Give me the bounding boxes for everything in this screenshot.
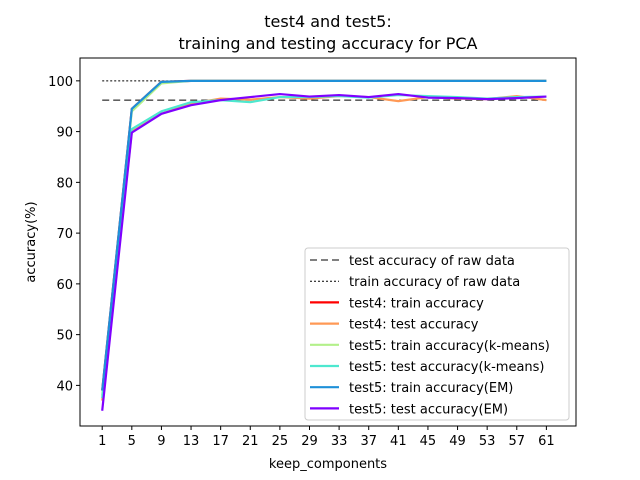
x-tick-label: 41 [390,434,407,449]
y-tick-label: 60 [56,278,73,293]
x-tick-label: 21 [242,434,259,449]
x-tick-label: 61 [538,434,555,449]
series-line-test5-train-accuracy-em [101,79,547,391]
chart-title-line-1: test4 and test5: [264,12,391,31]
chart-title-line-2: training and testing accuracy for PCA [179,34,478,53]
x-tick-label: 9 [157,434,165,449]
y-tick-label: 50 [56,329,73,344]
y-tick-label: 100 [48,75,73,90]
x-axis-label: keep_components [269,457,387,472]
x-tick-label: 57 [509,434,526,449]
y-axis-ticks: 40 50 60 70 80 90 100 [48,75,80,394]
legend-label-test5-train-accuracy-k-means: test5: train accuracy(k-means) [349,339,550,354]
x-tick-label: 33 [331,434,348,449]
legend-label-test5-train-accuracy-em: test5: train accuracy(EM) [349,381,513,396]
y-tick-label: 40 [56,379,73,394]
legend-label-test5-test-accuracy-em: test5: test accuracy(EM) [349,402,508,417]
x-tick-label: 45 [420,434,437,449]
x-tick-label: 49 [449,434,466,449]
y-tick-label: 90 [56,126,73,141]
x-tick-label: 53 [479,434,496,449]
y-tick-label: 70 [56,227,73,242]
y-axis-label: accuracy(%) [24,201,39,282]
x-tick-label: 13 [183,434,200,449]
legend-box [304,247,570,421]
legend-label-test-accuracy-of-raw-data: test accuracy of raw data [349,254,515,269]
series-lines [101,79,547,411]
x-tick-label: 25 [272,434,289,449]
legend-label-test4-test-accuracy: test4: test accuracy [349,318,479,333]
legend: test accuracy of raw data train accuracy … [304,247,570,421]
x-tick-label: 17 [212,434,229,449]
x-tick-label: 37 [360,434,377,449]
x-tick-label: 1 [98,434,106,449]
legend-label-train-accuracy-of-raw-data: train accuracy of raw data [349,275,520,290]
plot-frame [79,57,577,427]
x-tick-label: 5 [128,434,136,449]
reference-lines [102,80,547,101]
y-tick-label: 80 [56,176,73,191]
series-line-test5-test-accuracy-em [101,92,547,411]
x-tick-label: 29 [301,434,318,449]
x-axis-ticks: 1 5 9 13 17 21 25 29 33 37 41 45 49 53 57 61 [98,426,555,449]
legend-label-test4-train-accuracy: test4: train accuracy [349,296,484,311]
legend-label-test5-test-accuracy-k-means: test5: test accuracy(k-means) [349,360,545,375]
